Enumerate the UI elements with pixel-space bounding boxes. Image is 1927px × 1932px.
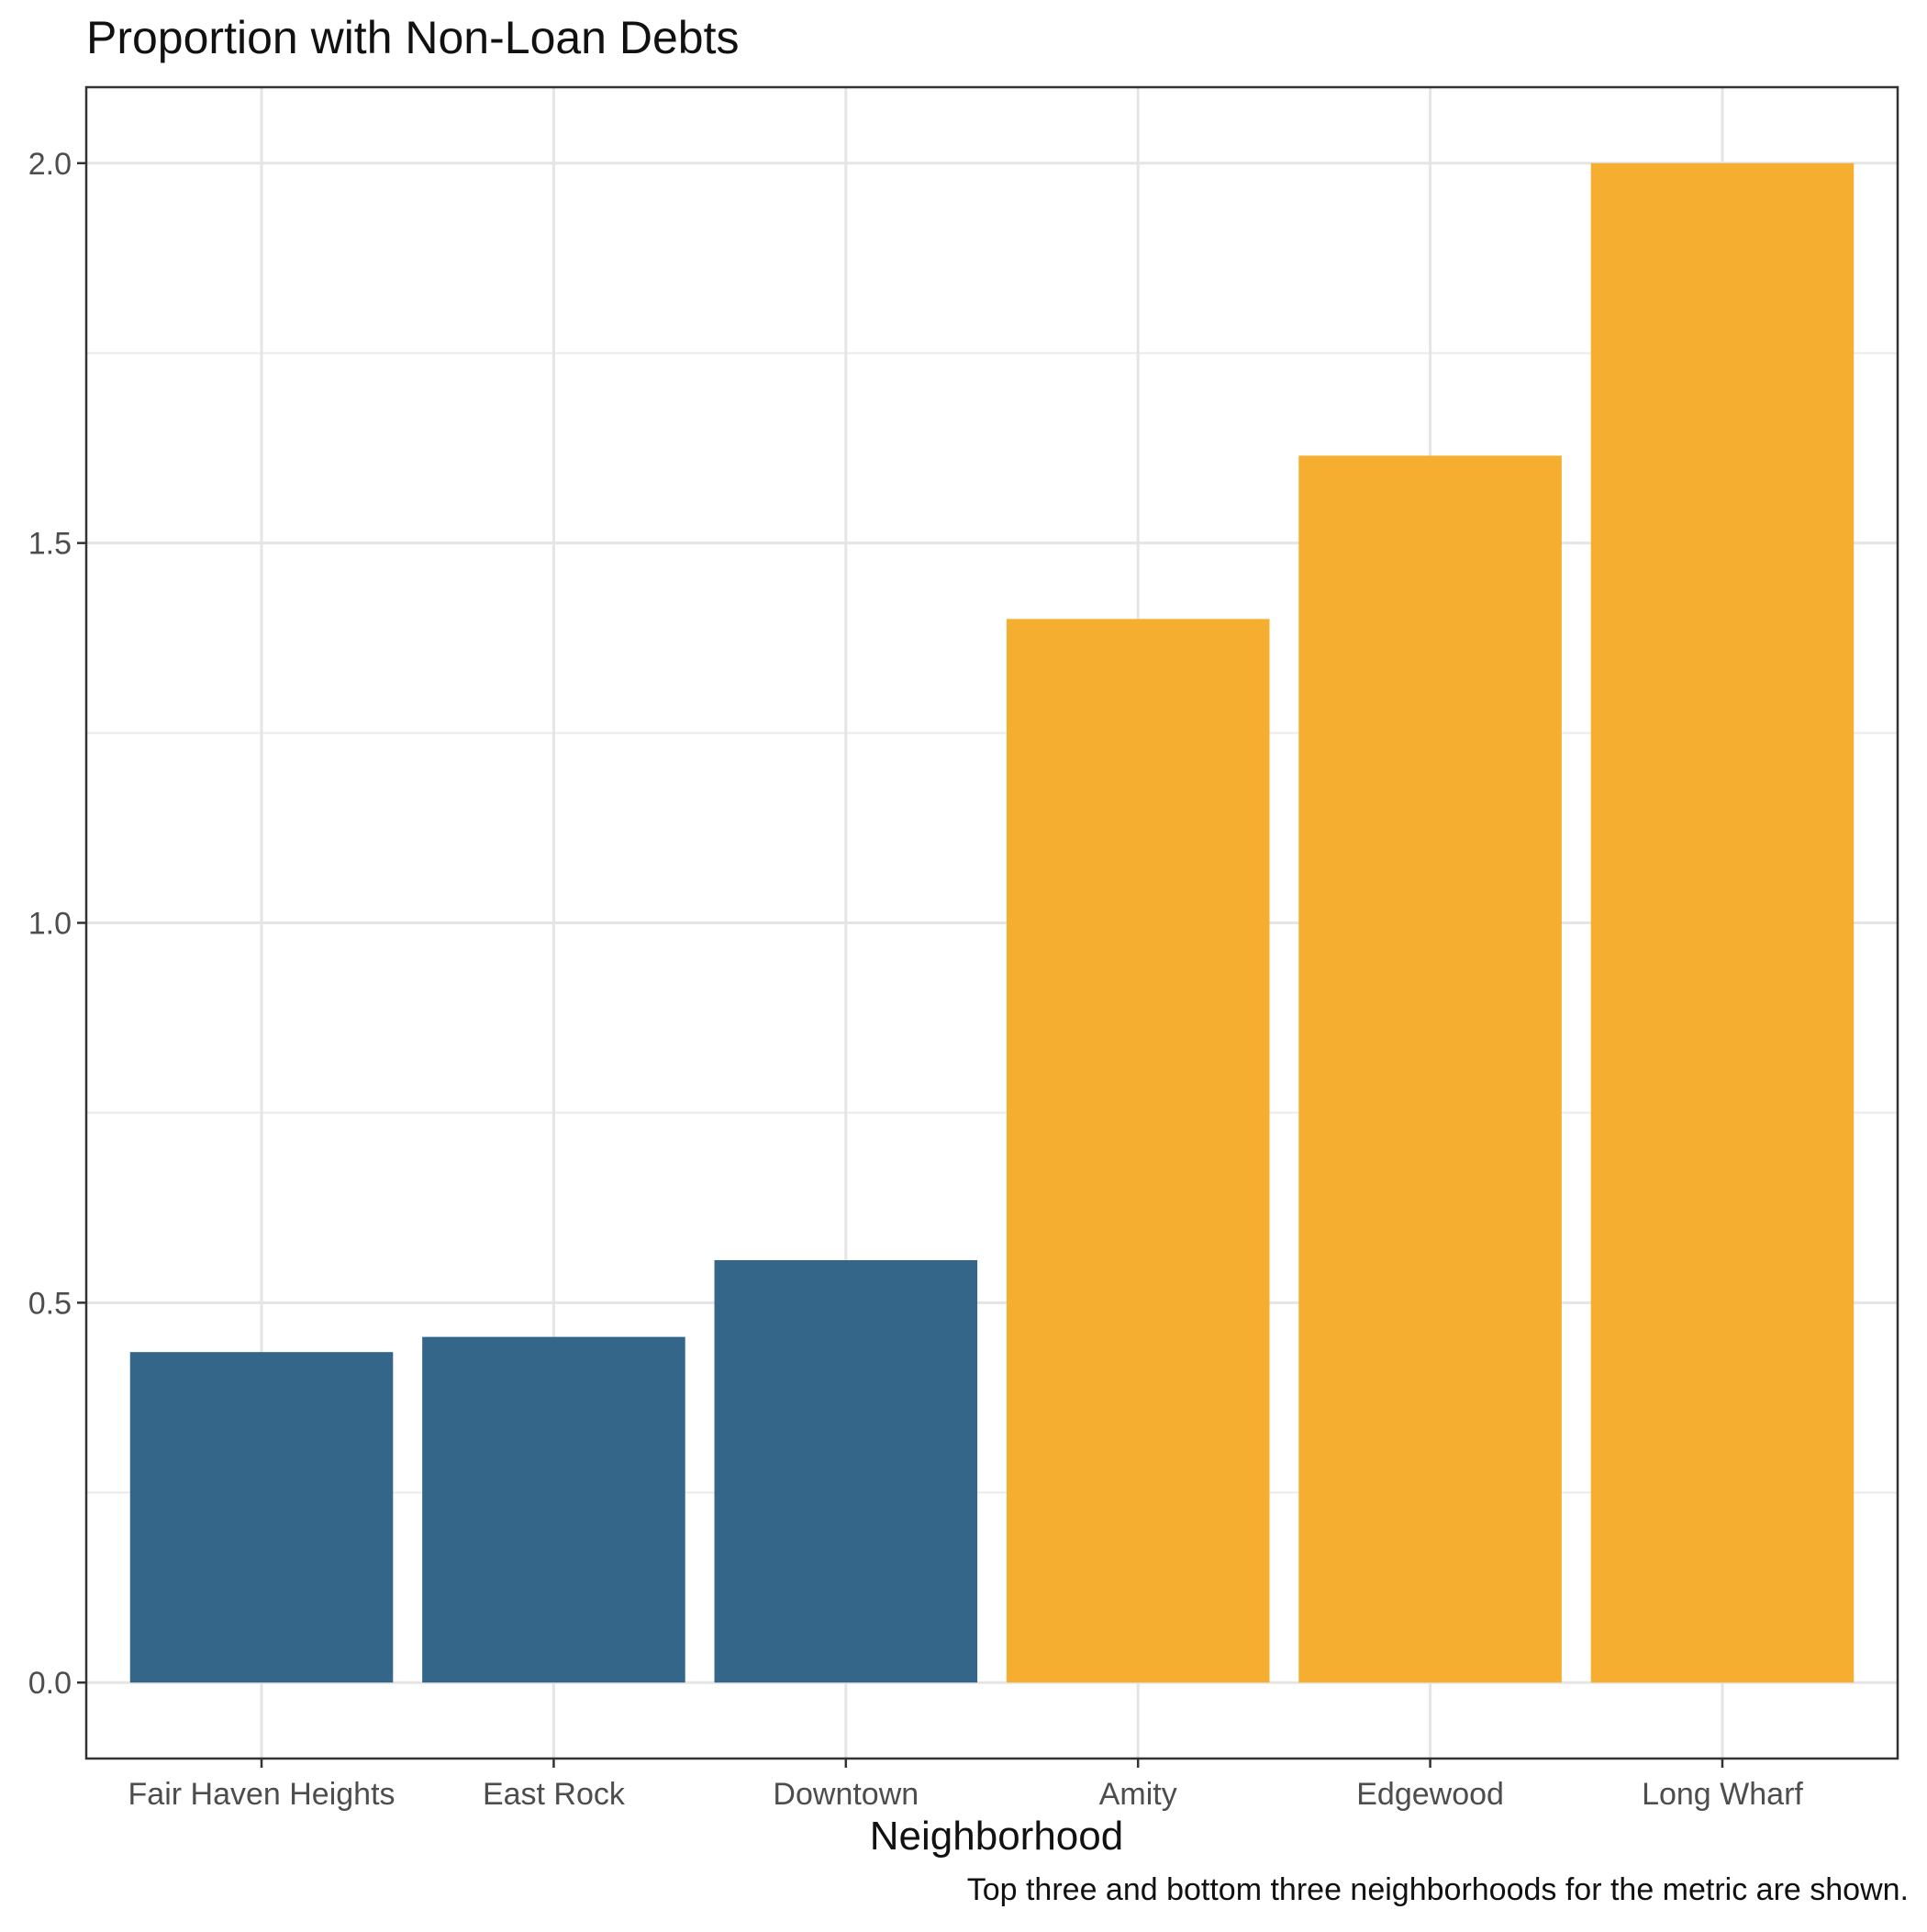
bar [422, 1336, 685, 1683]
x-tick-label: East Rock [483, 1777, 626, 1812]
bar [1006, 619, 1270, 1683]
y-tick-label: 1.0 [28, 907, 72, 942]
y-tick-label: 0.0 [28, 1666, 72, 1701]
bar [714, 1260, 978, 1683]
plot-area: 0.0 0.5 1.0 1.5 2.0 Fair Haven Heights East Ro… [28, 85, 1899, 1812]
y-tick-label: 2.0 [28, 147, 72, 182]
bar [1590, 162, 1855, 1683]
x-tick-label: Fair Haven Heights [128, 1777, 395, 1812]
x-axis-title: Neighborhood [870, 1814, 1123, 1859]
chart-title: Proportion with Non-Loan Debts [86, 12, 740, 63]
y-tick-label: 1.5 [28, 527, 72, 562]
chart-caption: Top three and bottom three neighborhoods… [967, 1872, 1909, 1907]
bar [1298, 455, 1562, 1683]
x-tick-label: Downtown [773, 1777, 919, 1812]
x-tick-label: Edgewood [1356, 1777, 1504, 1812]
bar [129, 1352, 394, 1683]
x-tick-label: Long Wharf [1642, 1777, 1803, 1812]
x-tick-label: Amity [1099, 1777, 1177, 1812]
y-tick-label: 0.5 [28, 1286, 72, 1321]
